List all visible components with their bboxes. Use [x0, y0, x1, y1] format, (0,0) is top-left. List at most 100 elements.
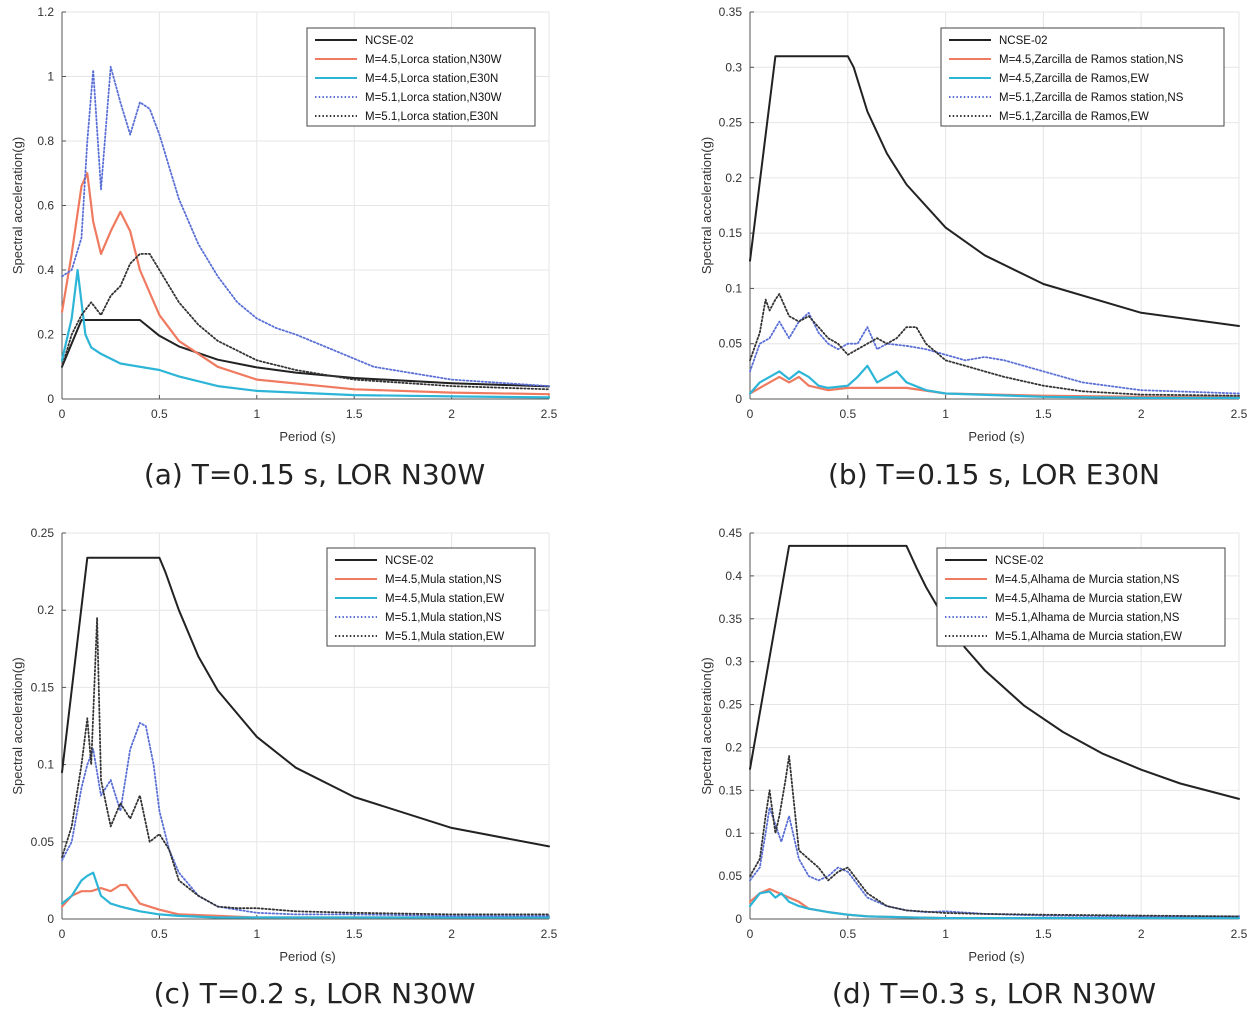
chart-a-series-line-3 — [60, 268, 551, 399]
chart-b-series-line-4 — [749, 311, 1240, 395]
chart-d-caption: (d) T=0.3 s, LOR N30W — [831, 977, 1157, 1010]
chart-a-y-tick-label: 0.2 — [37, 328, 54, 342]
chart-b-x-tick-label: 2.5 — [1231, 407, 1248, 421]
chart-b-legend-label: M=4.5,Zarcilla de Ramos station,NS — [999, 54, 1184, 66]
chart-c-y-tick-label: 0.2 — [37, 603, 54, 617]
chart-d-y-tick-label: 0 — [735, 912, 742, 926]
chart-b-series-line-3 — [748, 364, 1241, 399]
chart-c-x-tick-label: 1.5 — [346, 927, 363, 941]
chart-b-legend-label: NCSE-02 — [999, 35, 1048, 47]
chart-d-x-tick-label: 0 — [747, 927, 754, 941]
chart-a-x-tick-label: 1 — [253, 407, 260, 421]
chart-c-x-axis-label: Period (s) — [279, 949, 335, 964]
chart-d-x-tick-label: 1 — [942, 927, 949, 941]
chart-d-legend-label: M=5.1,Alhama de Murcia station,EW — [995, 631, 1182, 643]
chart-c-series-line-5 — [61, 617, 550, 916]
chart-a-y-tick-label: 1.2 — [37, 5, 54, 19]
chart-a-x-tick-label: 2 — [448, 407, 455, 421]
chart-b-y-tick-label: 0 — [735, 392, 742, 406]
chart-d-legend-label: NCSE-02 — [995, 555, 1044, 567]
chart-c-series-line-1 — [61, 556, 550, 848]
chart-a-x-axis-label: Period (s) — [279, 429, 335, 444]
chart-c-series-line-2 — [60, 883, 551, 919]
chart-d-y-tick-label: 0.35 — [719, 612, 743, 626]
chart-b-y-tick-label: 0.3 — [725, 60, 742, 74]
chart-c-x-tick-label: 0.5 — [151, 927, 168, 941]
chart-c-legend-label: M=4.5,Mula station,EW — [385, 593, 504, 605]
chart-d-x-tick-label: 0.5 — [839, 927, 856, 941]
chart-a-series-line-2 — [60, 172, 551, 396]
chart-a-y-tick-label: 0.4 — [37, 263, 54, 277]
chart-a-series-line-1 — [61, 319, 550, 388]
chart-d-svg: 0 0.05 0.1 0.15 0.2 0.25 0.3 0.35 0.4 0.45 0 0.5 1 1.… — [699, 526, 1248, 964]
chart-c-x-tick-label: 0 — [59, 927, 66, 941]
chart-c-y-tick-label: 0.25 — [31, 526, 55, 540]
chart-b-series-line-1 — [749, 55, 1240, 327]
chart-a-x-tick-label: 1.5 — [346, 407, 363, 421]
chart-d-series-line-3 — [748, 890, 1241, 920]
chart-b-svg: 0 0.05 0.1 0.15 0.2 0.25 0.3 0.35 0 0.5 1 1.5 2 2.5 Pe… — [699, 5, 1248, 444]
chart-d-series-line-1 — [749, 544, 1240, 800]
chart-c-svg: 0 0.05 0.1 0.15 0.2 0.25 0 0.5 1 1.5 2 2.5 Period (s… — [10, 526, 558, 964]
chart-c-y-tick-label: 0 — [47, 912, 54, 926]
chart-b-x-tick-label: 0.5 — [839, 407, 856, 421]
chart-panel-c: 0 0.05 0.1 0.15 0.2 0.25 0 0.5 1 1.5 2 2.5 Period (s… — [0, 520, 629, 1029]
chart-a-series-line-4 — [61, 65, 550, 388]
chart-d-y-tick-label: 0.15 — [719, 783, 743, 797]
chart-a-caption: (a) T=0.15 s, LOR N30W — [143, 458, 486, 491]
chart-b-x-tick-label: 1 — [942, 407, 949, 421]
chart-d-x-tick-label: 2.5 — [1231, 927, 1248, 941]
chart-b-y-tick-label: 0.1 — [725, 281, 742, 295]
chart-d-y-tick-label: 0.1 — [725, 826, 742, 840]
chart-d-y-tick-label: 0.25 — [719, 698, 743, 712]
chart-d-x-tick-label: 1.5 — [1035, 927, 1052, 941]
chart-a-y-axis-label: Spectral acceleration(g) — [10, 137, 25, 274]
chart-b-caption: (b) T=0.15 s, LOR E30N — [828, 458, 1160, 491]
chart-panel-b: 0 0.05 0.1 0.15 0.2 0.25 0.3 0.35 0 0.5 1 1.5 2 2.5 Pe… — [689, 0, 1259, 509]
chart-a-legend-label: M=4.5,Lorca station,N30W — [365, 54, 502, 66]
chart-a-x-tick-label: 0.5 — [151, 407, 168, 421]
chart-c-y-tick-label: 0.05 — [31, 835, 55, 849]
chart-a-legend-label: NCSE-02 — [365, 35, 414, 47]
chart-b-x-tick-label: 1.5 — [1035, 407, 1052, 421]
chart-b-series-line-5 — [749, 293, 1240, 397]
chart-a-legend-label: M=5.1,Lorca station,N30W — [365, 92, 502, 104]
chart-a-y-tick-label: 0 — [47, 392, 54, 406]
chart-c-legend-label: M=5.1,Mula station,EW — [385, 631, 504, 643]
chart-panel-d: 0 0.05 0.1 0.15 0.2 0.25 0.3 0.35 0.4 0.45 0 0.5 1 1.… — [689, 520, 1259, 1029]
chart-c-legend-label: NCSE-02 — [385, 555, 434, 567]
chart-d-x-tick-label: 2 — [1138, 927, 1145, 941]
chart-b-legend-label: M=5.1,Zarcilla de Ramos station,NS — [999, 92, 1184, 104]
chart-c-legend-label: M=4.5,Mula station,NS — [385, 574, 502, 586]
chart-d-series-line-4 — [749, 806, 1240, 918]
chart-d-legend-label: M=5.1,Alhama de Murcia station,NS — [995, 612, 1180, 624]
chart-b-x-tick-label: 2 — [1138, 407, 1145, 421]
chart-d-y-tick-label: 0.2 — [725, 740, 742, 754]
chart-b-y-tick-label: 0.2 — [725, 171, 742, 185]
chart-c-x-tick-label: 1 — [253, 927, 260, 941]
chart-b-x-axis-label: Period (s) — [968, 429, 1024, 444]
chart-b-legend-label: M=4.5,Zarcilla de Ramos,EW — [999, 73, 1149, 85]
chart-b-y-tick-label: 0.05 — [719, 337, 743, 351]
chart-c-x-tick-label: 2 — [448, 927, 455, 941]
chart-c-x-tick-label: 2.5 — [541, 927, 558, 941]
chart-c-series-line-4 — [61, 721, 550, 917]
chart-a-svg: 0 0.2 0.4 0.6 0.8 1 1.2 0 0.5 1 1.5 2 2.5 Period (s) S… — [10, 5, 558, 444]
chart-a-series-line-5 — [61, 252, 550, 391]
chart-d-x-axis-label: Period (s) — [968, 949, 1024, 964]
chart-d-legend-label: M=4.5,Alhama de Murcia station,NS — [995, 574, 1180, 586]
chart-a-y-tick-label: 0.6 — [37, 199, 54, 213]
chart-c-caption: (c) T=0.2 s, LOR N30W — [153, 977, 476, 1010]
chart-d-y-tick-label: 0.4 — [725, 569, 742, 583]
chart-a-x-tick-label: 0 — [59, 407, 66, 421]
chart-d-y-tick-label: 0.45 — [719, 526, 743, 540]
chart-b-y-tick-label: 0.15 — [719, 226, 743, 240]
chart-a-y-tick-label: 0.8 — [37, 134, 54, 148]
chart-d-y-axis-label: Spectral acceleration(g) — [699, 657, 714, 794]
chart-d-legend-label: M=4.5,Alhama de Murcia station,EW — [995, 593, 1182, 605]
chart-b-x-tick-label: 0 — [747, 407, 754, 421]
chart-c-series-line-3 — [60, 871, 551, 919]
chart-b-y-tick-label: 0.25 — [719, 116, 743, 130]
chart-d-series-line-5 — [749, 755, 1240, 918]
chart-a-legend-label: M=4.5,Lorca station,E30N — [365, 73, 498, 85]
